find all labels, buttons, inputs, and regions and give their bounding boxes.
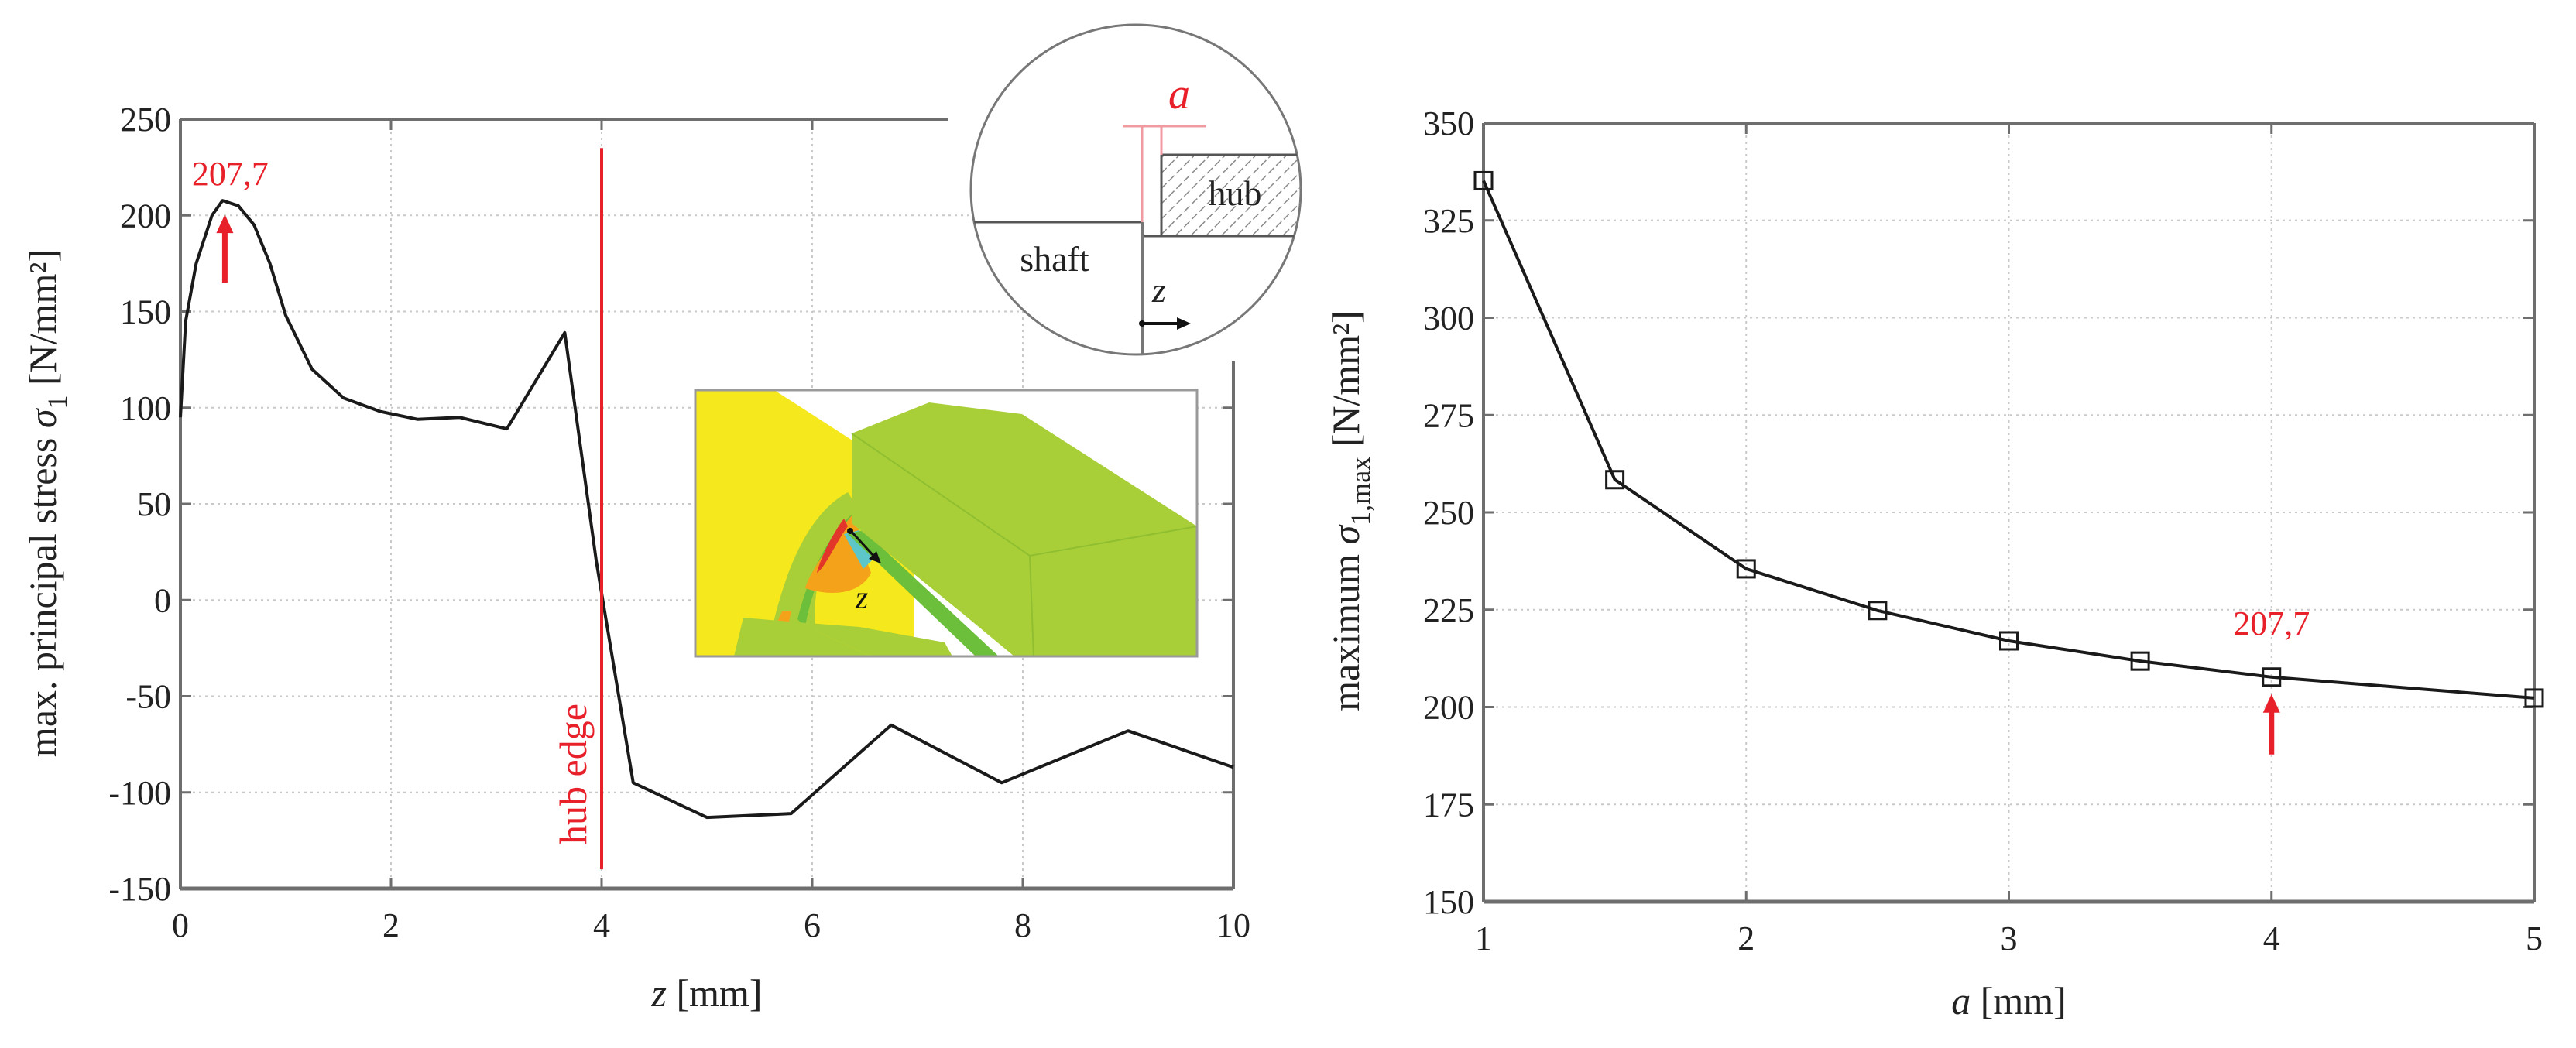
x-tick-label: 1 [1475,920,1492,957]
square-marker [1868,601,1888,621]
shaft-label: shaft [1020,239,1089,279]
y-tick-label: -100 [108,774,171,812]
x-tick-label: 0 [172,906,189,944]
y-tick-label: 200 [1423,689,1474,727]
hub-edge-label: hub edge [551,704,595,844]
y-tick-label: 225 [1423,591,1474,629]
y-tick-label: 50 [137,485,171,523]
right-tick-labels: 150 175 200 225 250 275 300 325 350 1 2 3 4 5 [1423,104,2543,957]
right-gridlines [1484,123,2534,902]
y-tick-label: 350 [1423,104,1474,142]
right-arrow-icon [2262,694,2280,755]
y-tick-label: -150 [108,870,171,908]
square-marker [2130,651,2150,671]
left-y-axis-label: max. principal stress σ1 [N/mm²] [21,249,73,757]
x-tick-label: 5 [2526,920,2543,957]
square-markers [1473,170,2544,708]
y-tick-label: 150 [120,293,171,331]
x-tick-label: 4 [593,906,610,944]
right-y-axis-label: maximum σ1,max [N/mm²] [1324,310,1376,711]
left-x-axis-label: z [mm] [650,971,762,1015]
fem-z-label: z [855,581,868,616]
y-tick-label: -50 [125,678,171,716]
hub-label: hub [1209,173,1262,213]
y-tick-label: 250 [120,101,171,139]
peak-arrow-icon [216,214,234,283]
square-marker [1999,631,2019,651]
y-tick-label: 300 [1423,300,1474,337]
peak-annotation-label: 207,7 [192,155,269,193]
right-annotation-label: 207,7 [2233,604,2310,642]
shaft-hub-detail-diagram: a hub shaft z [969,23,1302,356]
right-chart-panel: 150 175 200 225 250 275 300 325 350 1 2 3 4 5 207,7 a… [1324,104,2544,1022]
square-marker [2524,688,2544,708]
square-marker [2262,667,2282,687]
x-tick-label: 10 [1216,906,1250,944]
square-marker [1736,559,1756,579]
max-stress-curve [1482,180,2535,700]
square-marker [1605,470,1625,490]
right-axes [1482,122,2536,904]
detail-z-label: z [1151,270,1166,310]
x-tick-label: 3 [2001,920,2018,957]
y-tick-label: 0 [154,581,171,619]
left-tick-labels: -150 -100 -50 0 50 100 150 200 250 0 2 4 6 8 10 [108,101,1250,944]
y-tick-label: 150 [1423,883,1474,921]
y-tick-label: 275 [1423,396,1474,434]
x-tick-label: 2 [1737,920,1754,957]
y-tick-label: 325 [1423,202,1474,240]
right-x-axis-label: a [mm] [1951,979,2067,1022]
x-tick-label: 8 [1014,906,1031,944]
y-tick-label: 200 [120,197,171,235]
fem-stress-contour-inset: z [694,389,1199,658]
x-tick-label: 2 [382,906,400,944]
x-tick-label: 4 [2263,920,2280,957]
a-dimension-label: a [1168,70,1190,118]
y-tick-label: 250 [1423,494,1474,532]
stress-curve [179,199,1234,820]
y-tick-label: 100 [120,389,171,427]
left-chart-panel: -150 -100 -50 0 50 100 150 200 250 0 2 4 6 8 10 hub ed… [21,23,1302,1015]
fem-z-axis-arrow [849,529,876,559]
y-tick-label: 175 [1423,786,1474,824]
square-marker [1473,170,1494,190]
left-axes [179,118,1235,891]
x-tick-label: 6 [804,906,821,944]
